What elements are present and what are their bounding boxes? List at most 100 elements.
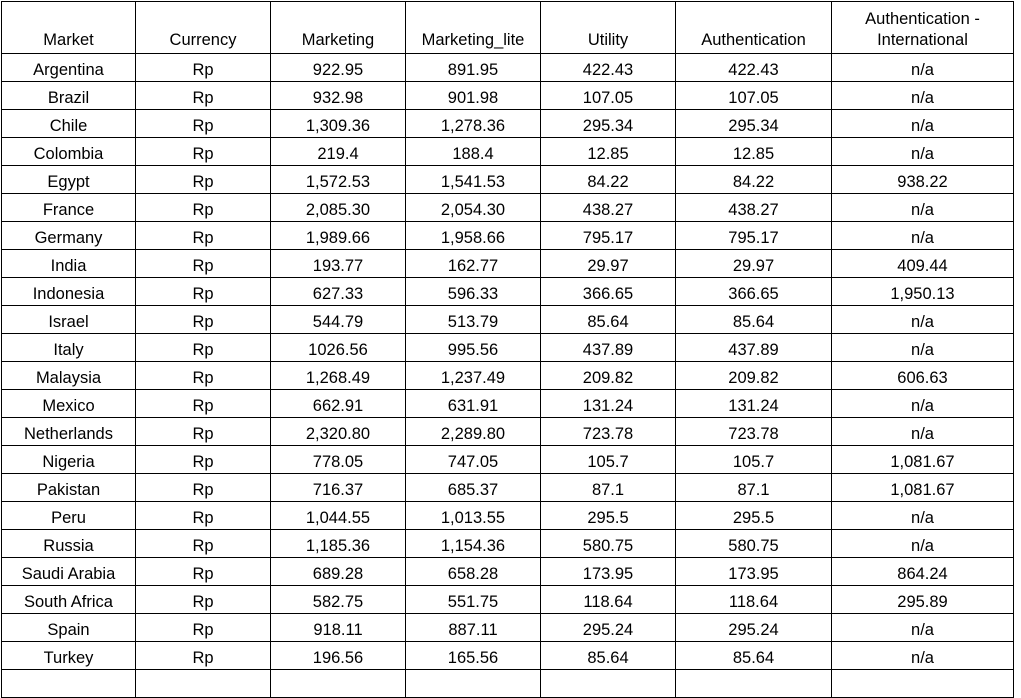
cell-authentication[interactable]: 438.27 (675, 193, 832, 222)
cell-authentication[interactable]: 795.17 (675, 221, 832, 250)
cell-market[interactable]: India (1, 249, 136, 278)
cell-utility[interactable]: 437.89 (540, 333, 676, 362)
cell-marketing[interactable]: 1026.56 (270, 333, 406, 362)
cell-market[interactable]: Mexico (1, 389, 136, 418)
cell-utility[interactable]: 422.43 (540, 53, 676, 82)
cell-utility[interactable]: 795.17 (540, 221, 676, 250)
cell-authentication-international[interactable]: 409.44 (831, 249, 1014, 278)
cell-marketing-lite[interactable]: 1,013.55 (405, 501, 541, 530)
cell-authentication-international[interactable]: n/a (831, 109, 1014, 138)
cell-authentication-international[interactable]: 938.22 (831, 165, 1014, 194)
cell-market[interactable]: Malaysia (1, 361, 136, 390)
cell-authentication-international[interactable]: n/a (831, 641, 1014, 670)
cell-marketing-lite[interactable]: 1,541.53 (405, 165, 541, 194)
cell-marketing[interactable]: 1,268.49 (270, 361, 406, 390)
cell-authentication-international[interactable]: n/a (831, 193, 1014, 222)
cell-market[interactable]: Turkey (1, 641, 136, 670)
cell-utility[interactable]: 131.24 (540, 389, 676, 418)
cell-marketing-lite[interactable]: 747.05 (405, 445, 541, 474)
cell-marketing[interactable]: 1,044.55 (270, 501, 406, 530)
cell-marketing-lite[interactable]: 513.79 (405, 305, 541, 334)
cell-marketing-lite[interactable]: 596.33 (405, 277, 541, 306)
cell-marketing-lite[interactable]: 1,278.36 (405, 109, 541, 138)
cell-authentication-international[interactable] (831, 669, 1014, 698)
cell-marketing-lite[interactable]: 551.75 (405, 585, 541, 614)
cell-marketing-lite[interactable]: 995.56 (405, 333, 541, 362)
cell-marketing-lite[interactable]: 2,054.30 (405, 193, 541, 222)
cell-authentication[interactable]: 209.82 (675, 361, 832, 390)
cell-currency[interactable]: Rp (135, 137, 271, 166)
cell-market[interactable]: France (1, 193, 136, 222)
cell-marketing-lite[interactable]: 1,958.66 (405, 221, 541, 250)
cell-marketing[interactable]: 2,085.30 (270, 193, 406, 222)
cell-utility[interactable]: 295.24 (540, 613, 676, 642)
cell-market[interactable]: Egypt (1, 165, 136, 194)
cell-currency[interactable]: Rp (135, 389, 271, 418)
cell-currency[interactable]: Rp (135, 501, 271, 530)
cell-utility[interactable]: 84.22 (540, 165, 676, 194)
cell-marketing[interactable]: 196.56 (270, 641, 406, 670)
cell-authentication[interactable]: 118.64 (675, 585, 832, 614)
cell-utility[interactable]: 105.7 (540, 445, 676, 474)
cell-marketing[interactable]: 2,320.80 (270, 417, 406, 446)
cell-authentication-international[interactable]: n/a (831, 389, 1014, 418)
cell-utility[interactable]: 118.64 (540, 585, 676, 614)
cell-utility[interactable]: 209.82 (540, 361, 676, 390)
cell-authentication[interactable]: 84.22 (675, 165, 832, 194)
cell-authentication-international[interactable]: 295.89 (831, 585, 1014, 614)
cell-marketing-lite[interactable]: 685.37 (405, 473, 541, 502)
cell-marketing[interactable]: 778.05 (270, 445, 406, 474)
cell-utility[interactable]: 366.65 (540, 277, 676, 306)
cell-market[interactable]: Chile (1, 109, 136, 138)
cell-authentication-international[interactable]: 606.63 (831, 361, 1014, 390)
cell-market[interactable]: Saudi Arabia (1, 557, 136, 586)
cell-marketing[interactable]: 922.95 (270, 53, 406, 82)
cell-utility[interactable] (540, 669, 676, 698)
cell-authentication[interactable]: 366.65 (675, 277, 832, 306)
cell-authentication-international[interactable]: 1,950.13 (831, 277, 1014, 306)
cell-market[interactable]: Netherlands (1, 417, 136, 446)
cell-authentication[interactable]: 29.97 (675, 249, 832, 278)
cell-marketing[interactable]: 582.75 (270, 585, 406, 614)
cell-currency[interactable]: Rp (135, 305, 271, 334)
cell-currency[interactable]: Rp (135, 165, 271, 194)
cell-currency[interactable] (135, 669, 271, 698)
cell-authentication-international[interactable]: 1,081.67 (831, 445, 1014, 474)
cell-market[interactable]: Nigeria (1, 445, 136, 474)
cell-marketing[interactable]: 1,989.66 (270, 221, 406, 250)
cell-authentication[interactable]: 295.24 (675, 613, 832, 642)
cell-market[interactable]: Spain (1, 613, 136, 642)
cell-currency[interactable]: Rp (135, 249, 271, 278)
cell-authentication[interactable]: 422.43 (675, 53, 832, 82)
cell-marketing-lite[interactable] (405, 669, 541, 698)
cell-marketing[interactable]: 716.37 (270, 473, 406, 502)
cell-currency[interactable]: Rp (135, 557, 271, 586)
cell-authentication-international[interactable]: n/a (831, 221, 1014, 250)
cell-utility[interactable]: 295.5 (540, 501, 676, 530)
cell-currency[interactable]: Rp (135, 445, 271, 474)
cell-authentication[interactable]: 437.89 (675, 333, 832, 362)
cell-authentication[interactable]: 295.34 (675, 109, 832, 138)
cell-marketing-lite[interactable]: 2,289.80 (405, 417, 541, 446)
cell-authentication-international[interactable]: n/a (831, 333, 1014, 362)
cell-authentication[interactable]: 173.95 (675, 557, 832, 586)
cell-currency[interactable]: Rp (135, 529, 271, 558)
cell-authentication[interactable]: 723.78 (675, 417, 832, 446)
cell-currency[interactable]: Rp (135, 613, 271, 642)
cell-authentication-international[interactable]: n/a (831, 53, 1014, 82)
cell-marketing[interactable]: 1,309.36 (270, 109, 406, 138)
cell-market[interactable]: Peru (1, 501, 136, 530)
cell-marketing-lite[interactable]: 1,154.36 (405, 529, 541, 558)
cell-market[interactable] (1, 669, 136, 698)
cell-authentication[interactable]: 580.75 (675, 529, 832, 558)
cell-utility[interactable]: 107.05 (540, 81, 676, 110)
cell-marketing[interactable]: 662.91 (270, 389, 406, 418)
cell-utility[interactable]: 173.95 (540, 557, 676, 586)
cell-authentication[interactable]: 131.24 (675, 389, 832, 418)
cell-authentication-international[interactable]: 864.24 (831, 557, 1014, 586)
cell-authentication-international[interactable]: n/a (831, 417, 1014, 446)
cell-currency[interactable]: Rp (135, 361, 271, 390)
cell-market[interactable]: Russia (1, 529, 136, 558)
cell-market[interactable]: Italy (1, 333, 136, 362)
cell-currency[interactable]: Rp (135, 641, 271, 670)
